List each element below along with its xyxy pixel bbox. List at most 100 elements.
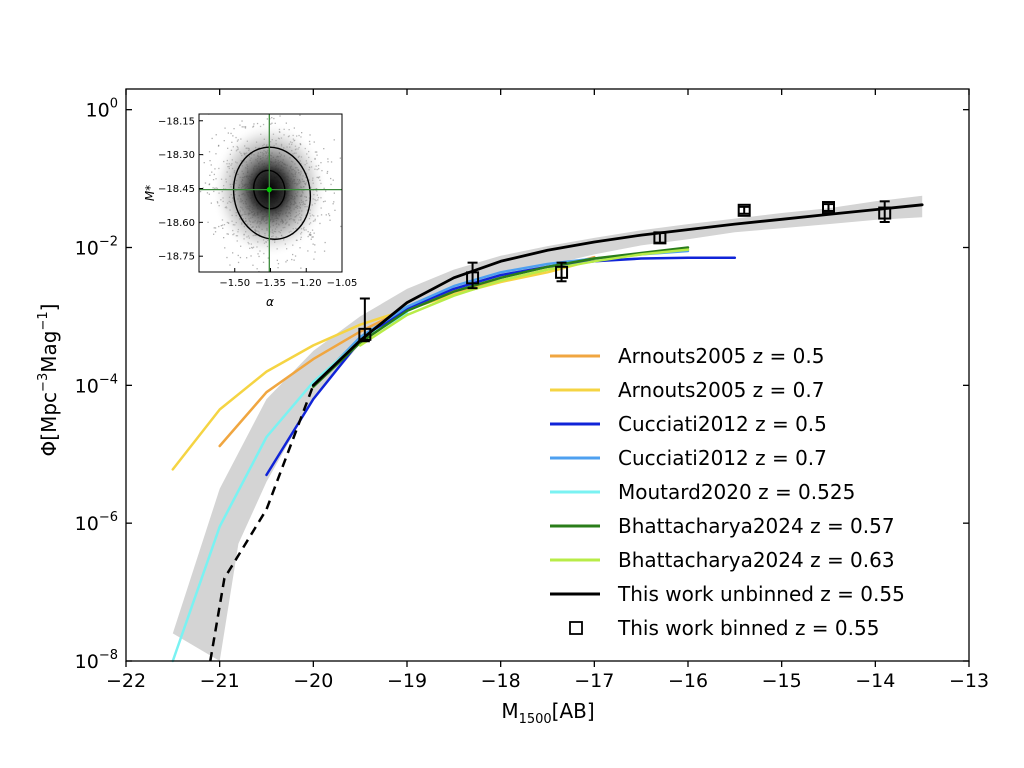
inset-scatter-point <box>326 172 328 174</box>
binned-point-6 <box>878 206 892 220</box>
binned-points <box>358 200 892 343</box>
inset-scatter-point <box>325 214 327 216</box>
inset-scatter-point <box>226 256 228 259</box>
inset-scatter-point <box>309 134 311 136</box>
series-line-6 <box>358 248 690 347</box>
inset-crosshair <box>199 114 342 272</box>
inset-scatter-point <box>229 264 231 266</box>
inset-scatter-point <box>224 247 226 249</box>
inset-scatter-point <box>255 111 256 112</box>
inset-scatter-point <box>355 214 356 215</box>
inset-scatter-point <box>237 261 240 264</box>
inset-scatter-point <box>323 148 325 150</box>
inset-y-tick-label-0: −18.15 <box>158 116 195 127</box>
inset-y-tick-label-1: −18.30 <box>158 150 195 161</box>
inset-scatter-point <box>266 118 268 120</box>
inset-scatter-point <box>239 124 241 126</box>
inset-scatter-point <box>277 267 279 269</box>
y-tick-label-4: 100 <box>86 97 118 122</box>
y-tick-label-0: 10−8 <box>75 648 118 673</box>
legend-label-1: Arnouts2005 z = 0.7 <box>618 378 824 402</box>
inset-scatter-point <box>330 177 332 180</box>
binned-point-2 <box>555 265 569 279</box>
inset-scatter-point <box>214 227 217 229</box>
inset-scatter-point <box>344 181 345 182</box>
inset-scatter-point <box>215 134 217 136</box>
binned-point-0 <box>358 327 372 341</box>
inset-scatter-point <box>314 244 316 246</box>
inset-scatter-point <box>339 157 341 159</box>
inset-scatter-point <box>202 154 204 156</box>
inset-scatter-point <box>208 193 210 195</box>
binned-point-4 <box>737 203 751 217</box>
inset-scatter-point <box>254 69 255 70</box>
inset-scatter-point <box>210 202 212 204</box>
inset-scatter-point <box>312 243 314 245</box>
inset-contour-outer <box>232 146 312 240</box>
inset-x-tick-label-3: −1.05 <box>327 278 358 289</box>
inset-scatter-point <box>223 237 225 239</box>
inset-scatter-point <box>285 261 287 263</box>
inset-scatter-point <box>252 264 254 266</box>
inset-scatter-point <box>292 253 294 256</box>
inset-scatter-point <box>279 115 281 117</box>
series-line-7 <box>311 203 924 387</box>
inset-scatter-point <box>332 179 334 181</box>
inset-scatter-point <box>256 268 258 270</box>
inset-scatter-point <box>328 214 331 217</box>
y-tick-label-3: 10−2 <box>75 235 118 260</box>
inset-scatter-point <box>227 132 229 134</box>
inset-scatter-point <box>230 132 232 135</box>
inset-scatter-point <box>233 128 235 130</box>
x-tick-label-3: −19 <box>387 670 427 692</box>
inset-x-tick-label-0: −1.50 <box>219 278 250 289</box>
series-lines <box>171 203 924 663</box>
inset-scatter-point <box>239 256 242 259</box>
inset-scatter-point <box>326 170 329 173</box>
y-tick-label-2: 10−4 <box>75 372 118 397</box>
legend-label-6: Bhattacharya2024 z = 0.63 <box>618 548 895 572</box>
inset-scatter-point <box>202 187 204 189</box>
y-axis: 10−8 10−6 10−4 10−2 100 <box>75 97 969 673</box>
inset-scatter-point <box>311 236 313 238</box>
inset-scatter-point <box>253 123 255 125</box>
inset-scatter-point <box>218 225 220 228</box>
inset-scatter-point <box>344 180 345 181</box>
inset-scatter-point <box>207 221 209 223</box>
x-axis: −22 −21 −20 −19 −18 −17 −16 −15 −14 −13 <box>106 89 989 692</box>
binned-point-5 <box>822 201 835 215</box>
x-tick-label-5: −17 <box>574 670 614 692</box>
inset-x-tick-label-1: −1.35 <box>255 278 286 289</box>
inset-scatter-point <box>210 164 212 166</box>
inset-scatter-point <box>327 158 329 160</box>
inset-scatter-point <box>214 231 217 233</box>
inset-scatter-point <box>276 259 278 261</box>
inset-scatter-point <box>343 168 344 169</box>
legend-marker-8 <box>569 621 583 635</box>
inset-scatter-point <box>293 259 295 261</box>
inset-scatter-point <box>232 252 234 254</box>
inset-scatter-point <box>328 213 330 215</box>
inset-y-tick-label-3: −18.60 <box>158 218 195 229</box>
inset-scatter-point <box>334 209 336 211</box>
inset-scatter-point <box>324 241 326 244</box>
inset-scatter-point <box>232 135 234 137</box>
inset-y-tick-label-4: −18.75 <box>158 252 195 263</box>
inset-scatter-point <box>191 197 192 198</box>
x-tick-label-9: −13 <box>949 670 989 692</box>
inset-scatter-point <box>333 139 335 141</box>
inset-scatter-point <box>204 182 207 184</box>
inset-scatter-point <box>327 161 329 163</box>
inset-scatter-point <box>283 111 284 112</box>
legend-label-7: This work unbinned z = 0.55 <box>617 582 905 606</box>
inset-scatter-point <box>314 251 316 253</box>
inset-scatter-point <box>329 219 331 221</box>
inset-scatter-point <box>215 153 217 155</box>
inset-scatter-point <box>241 120 243 122</box>
inset-scatter-point <box>213 227 215 229</box>
legend: Arnouts2005 z = 0.5 Arnouts2005 z = 0.7 Cu… <box>550 344 905 640</box>
inset-scatter-point <box>349 177 350 178</box>
inset-scatter-point <box>273 117 275 120</box>
inset-scatter-point <box>313 258 315 260</box>
